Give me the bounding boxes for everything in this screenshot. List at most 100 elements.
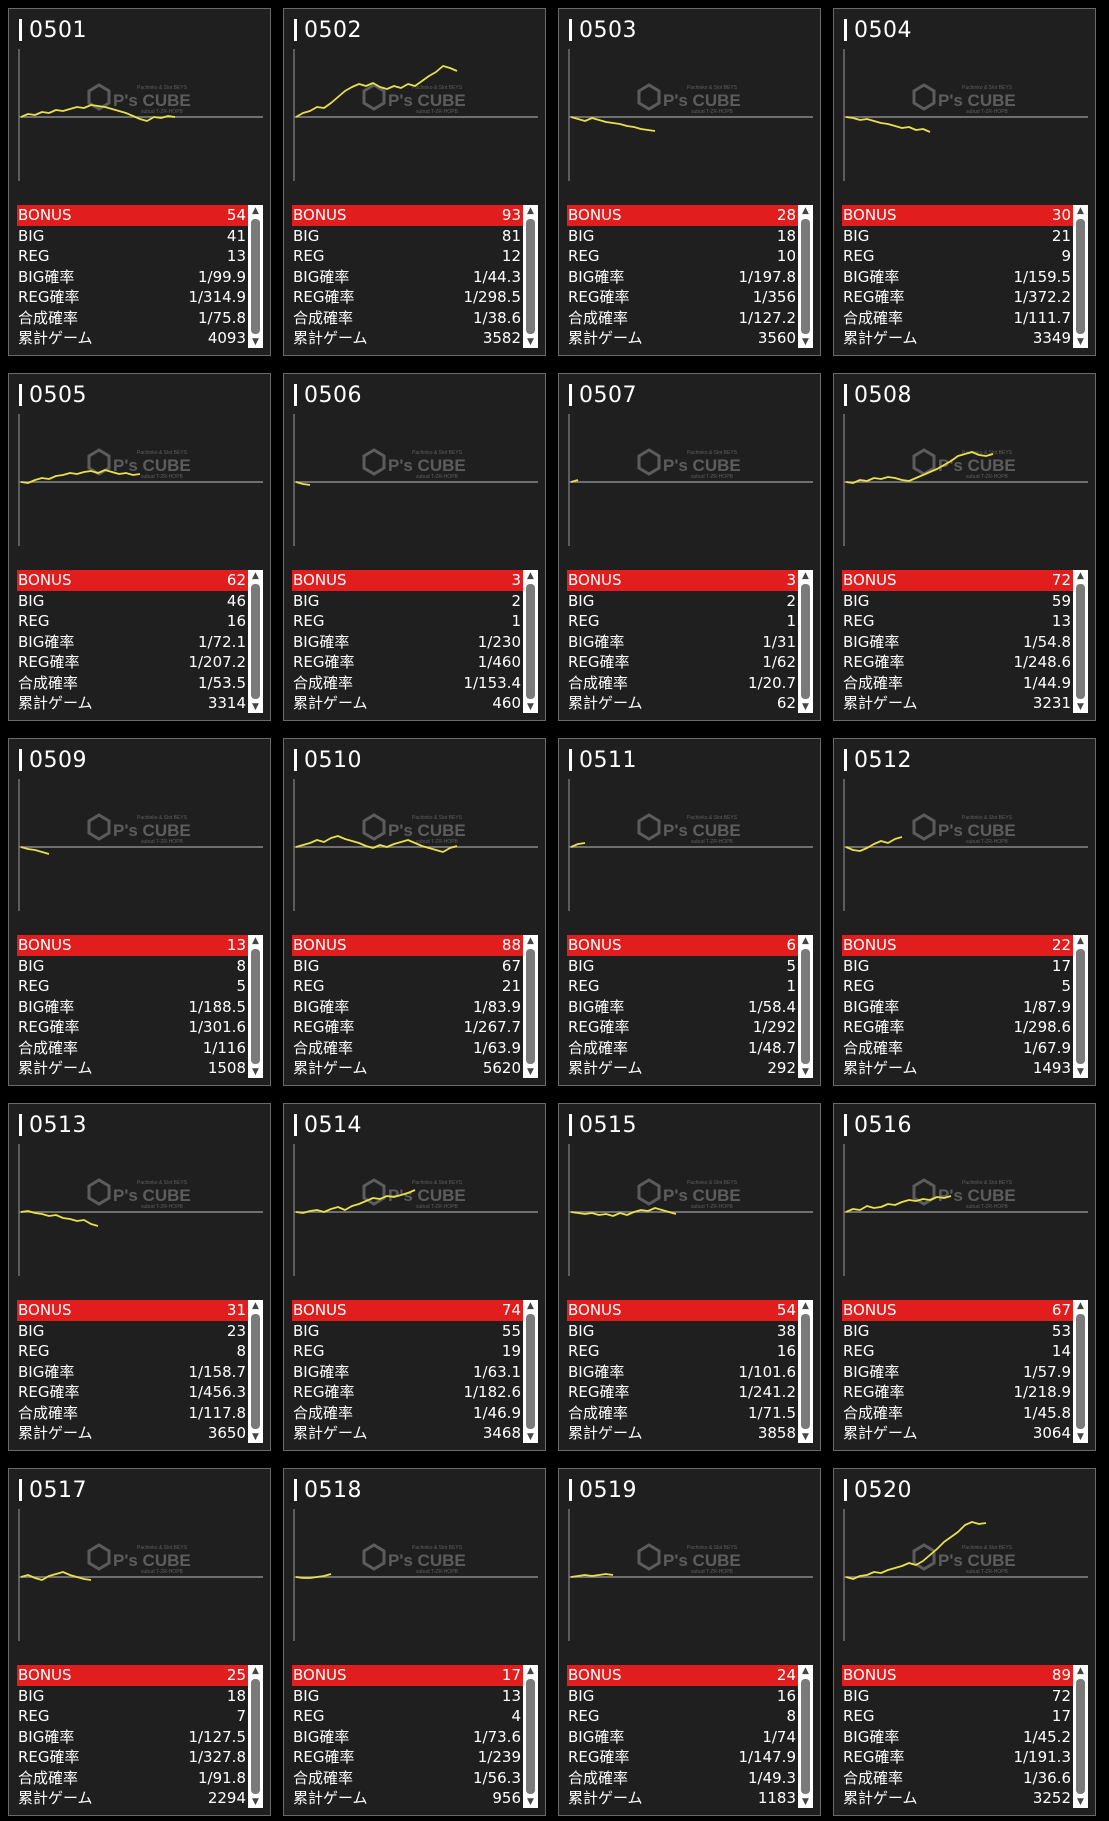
machine-card-0513[interactable]: 0513 P's CUBE Pachinko & Slot BEYS subud… (8, 1103, 271, 1451)
scroll-down-icon[interactable]: ▼ (252, 1432, 259, 1442)
machine-card-0510[interactable]: 0510 P's CUBE Pachinko & Slot BEYS subud… (283, 738, 546, 1086)
stats-scrollbar[interactable]: ▲ ▼ (1073, 1665, 1088, 1808)
scrollbar-thumb[interactable] (526, 219, 535, 334)
scroll-down-icon[interactable]: ▼ (1077, 1067, 1084, 1077)
machine-card-0520[interactable]: 0520 P's CUBE Pachinko & Slot BEYS subud… (833, 1468, 1096, 1816)
scroll-up-icon[interactable]: ▲ (252, 571, 259, 581)
machine-card-0502[interactable]: 0502 P's CUBE Pachinko & Slot BEYS subud… (283, 8, 546, 356)
scroll-down-icon[interactable]: ▼ (802, 1432, 809, 1442)
machine-card-0503[interactable]: 0503 P's CUBE Pachinko & Slot BEYS subud… (558, 8, 821, 356)
stats-scrollbar[interactable]: ▲ ▼ (523, 1300, 538, 1443)
scrollbar-thumb[interactable] (801, 219, 810, 334)
scrollbar-thumb[interactable] (251, 1314, 260, 1429)
scroll-up-icon[interactable]: ▲ (252, 1301, 259, 1311)
scroll-down-icon[interactable]: ▼ (1077, 1432, 1084, 1442)
scroll-down-icon[interactable]: ▼ (527, 337, 534, 347)
scrollbar-thumb[interactable] (251, 1679, 260, 1794)
scrollbar-thumb[interactable] (1076, 1314, 1085, 1429)
machine-card-0505[interactable]: 0505 P's CUBE Pachinko & Slot BEYS subud… (8, 373, 271, 721)
machine-card-0519[interactable]: 0519 P's CUBE Pachinko & Slot BEYS subud… (558, 1468, 821, 1816)
scroll-down-icon[interactable]: ▼ (527, 702, 534, 712)
machine-card-0509[interactable]: 0509 P's CUBE Pachinko & Slot BEYS subud… (8, 738, 271, 1086)
scroll-up-icon[interactable]: ▲ (527, 936, 534, 946)
machine-card-0515[interactable]: 0515 P's CUBE Pachinko & Slot BEYS subud… (558, 1103, 821, 1451)
scroll-up-icon[interactable]: ▲ (527, 571, 534, 581)
scroll-up-icon[interactable]: ▲ (527, 1666, 534, 1676)
scroll-up-icon[interactable]: ▲ (802, 206, 809, 216)
scrollbar-thumb[interactable] (251, 584, 260, 699)
scroll-up-icon[interactable]: ▲ (1077, 936, 1084, 946)
machine-card-0518[interactable]: 0518 P's CUBE Pachinko & Slot BEYS subud… (283, 1468, 546, 1816)
scroll-down-icon[interactable]: ▼ (252, 1797, 259, 1807)
scroll-up-icon[interactable]: ▲ (802, 1666, 809, 1676)
stats-scrollbar[interactable]: ▲ ▼ (1073, 205, 1088, 348)
machine-card-0504[interactable]: 0504 P's CUBE Pachinko & Slot BEYS subud… (833, 8, 1096, 356)
machine-card-0508[interactable]: 0508 P's CUBE Pachinko & Slot BEYS subud… (833, 373, 1096, 721)
stats-scrollbar[interactable]: ▲ ▼ (248, 935, 263, 1078)
scrollbar-thumb[interactable] (1076, 949, 1085, 1064)
scrollbar-thumb[interactable] (526, 584, 535, 699)
scroll-up-icon[interactable]: ▲ (802, 936, 809, 946)
scroll-up-icon[interactable]: ▲ (252, 1666, 259, 1676)
scroll-down-icon[interactable]: ▼ (527, 1797, 534, 1807)
scrollbar-thumb[interactable] (526, 949, 535, 1064)
stats-scrollbar[interactable]: ▲ ▼ (248, 205, 263, 348)
stats-scrollbar[interactable]: ▲ ▼ (798, 570, 813, 713)
scrollbar-thumb[interactable] (526, 1314, 535, 1429)
scroll-down-icon[interactable]: ▼ (1077, 702, 1084, 712)
stats-scrollbar[interactable]: ▲ ▼ (798, 205, 813, 348)
scrollbar-thumb[interactable] (801, 949, 810, 1064)
scroll-up-icon[interactable]: ▲ (802, 571, 809, 581)
scroll-up-icon[interactable]: ▲ (252, 936, 259, 946)
scroll-down-icon[interactable]: ▼ (252, 702, 259, 712)
scrollbar-thumb[interactable] (1076, 219, 1085, 334)
scroll-up-icon[interactable]: ▲ (252, 206, 259, 216)
scrollbar-thumb[interactable] (1076, 1679, 1085, 1794)
machine-card-0516[interactable]: 0516 P's CUBE Pachinko & Slot BEYS subud… (833, 1103, 1096, 1451)
stats-scrollbar[interactable]: ▲ ▼ (523, 935, 538, 1078)
scroll-down-icon[interactable]: ▼ (802, 337, 809, 347)
machine-card-0512[interactable]: 0512 P's CUBE Pachinko & Slot BEYS subud… (833, 738, 1096, 1086)
stats-scrollbar[interactable]: ▲ ▼ (1073, 570, 1088, 713)
scrollbar-thumb[interactable] (801, 1314, 810, 1429)
scroll-down-icon[interactable]: ▼ (252, 337, 259, 347)
scroll-down-icon[interactable]: ▼ (1077, 1797, 1084, 1807)
scroll-down-icon[interactable]: ▼ (802, 1797, 809, 1807)
stats-scrollbar[interactable]: ▲ ▼ (798, 1300, 813, 1443)
machine-card-0506[interactable]: 0506 P's CUBE Pachinko & Slot BEYS subud… (283, 373, 546, 721)
stats-scrollbar[interactable]: ▲ ▼ (248, 1300, 263, 1443)
stats-scrollbar[interactable]: ▲ ▼ (523, 1665, 538, 1808)
scroll-up-icon[interactable]: ▲ (1077, 206, 1084, 216)
stats-scrollbar[interactable]: ▲ ▼ (523, 570, 538, 713)
scroll-down-icon[interactable]: ▼ (252, 1067, 259, 1077)
machine-card-0511[interactable]: 0511 P's CUBE Pachinko & Slot BEYS subud… (558, 738, 821, 1086)
scroll-up-icon[interactable]: ▲ (527, 1301, 534, 1311)
stats-scrollbar[interactable]: ▲ ▼ (798, 1665, 813, 1808)
scroll-down-icon[interactable]: ▼ (527, 1067, 534, 1077)
scroll-down-icon[interactable]: ▼ (527, 1432, 534, 1442)
stats-scrollbar[interactable]: ▲ ▼ (248, 570, 263, 713)
scroll-up-icon[interactable]: ▲ (1077, 571, 1084, 581)
scrollbar-thumb[interactable] (801, 1679, 810, 1794)
scroll-up-icon[interactable]: ▲ (1077, 1301, 1084, 1311)
scroll-down-icon[interactable]: ▼ (1077, 337, 1084, 347)
scroll-down-icon[interactable]: ▼ (802, 1067, 809, 1077)
scroll-up-icon[interactable]: ▲ (802, 1301, 809, 1311)
scrollbar-thumb[interactable] (801, 584, 810, 699)
machine-card-0501[interactable]: 0501 P's CUBE Pachinko & Slot BEYS subud… (8, 8, 271, 356)
scroll-up-icon[interactable]: ▲ (527, 206, 534, 216)
scrollbar-thumb[interactable] (251, 219, 260, 334)
stats-scrollbar[interactable]: ▲ ▼ (248, 1665, 263, 1808)
stats-scrollbar[interactable]: ▲ ▼ (1073, 935, 1088, 1078)
scrollbar-thumb[interactable] (526, 1679, 535, 1794)
scroll-down-icon[interactable]: ▼ (802, 702, 809, 712)
scroll-up-icon[interactable]: ▲ (1077, 1666, 1084, 1676)
stats-scrollbar[interactable]: ▲ ▼ (523, 205, 538, 348)
scrollbar-thumb[interactable] (1076, 584, 1085, 699)
machine-card-0507[interactable]: 0507 P's CUBE Pachinko & Slot BEYS subud… (558, 373, 821, 721)
stats-scrollbar[interactable]: ▲ ▼ (1073, 1300, 1088, 1443)
machine-card-0517[interactable]: 0517 P's CUBE Pachinko & Slot BEYS subud… (8, 1468, 271, 1816)
machine-card-0514[interactable]: 0514 P's CUBE Pachinko & Slot BEYS subud… (283, 1103, 546, 1451)
stats-scrollbar[interactable]: ▲ ▼ (798, 935, 813, 1078)
scrollbar-thumb[interactable] (251, 949, 260, 1064)
